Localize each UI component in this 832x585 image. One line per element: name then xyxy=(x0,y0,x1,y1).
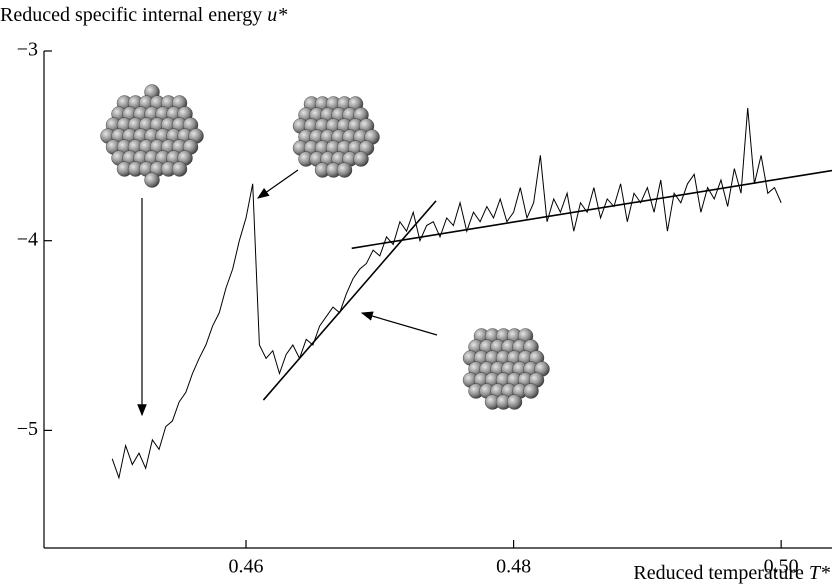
sphere xyxy=(523,383,539,399)
x-axis-title: Reduced temperature T* xyxy=(633,562,830,584)
x-tick-label: 0.46 xyxy=(229,556,264,578)
y-tick-label: −3 xyxy=(17,39,38,61)
sphere xyxy=(506,394,523,410)
y-tick-label: −5 xyxy=(17,418,38,440)
data-line xyxy=(111,107,782,480)
sphere xyxy=(336,162,353,178)
y-axis-symbol: u* xyxy=(267,4,287,26)
x-tick-label: 0.50 xyxy=(764,556,799,578)
sphere xyxy=(144,172,160,188)
fit-line xyxy=(351,169,832,250)
cluster-images xyxy=(100,84,550,410)
y-axis-label: Reduced specific internal energy xyxy=(0,4,262,26)
sphere xyxy=(171,161,188,177)
x-tick-label: 0.48 xyxy=(496,556,531,578)
y-tick-label: −4 xyxy=(17,228,38,250)
x-axis-label: Reduced temperature xyxy=(633,562,804,584)
arrow xyxy=(360,311,438,336)
arrow xyxy=(257,169,299,199)
fit-line xyxy=(262,200,437,401)
sphere xyxy=(353,151,369,167)
x-axis-symbol: T* xyxy=(809,562,830,584)
y-axis-title: Reduced specific internal energy u* xyxy=(0,4,287,26)
